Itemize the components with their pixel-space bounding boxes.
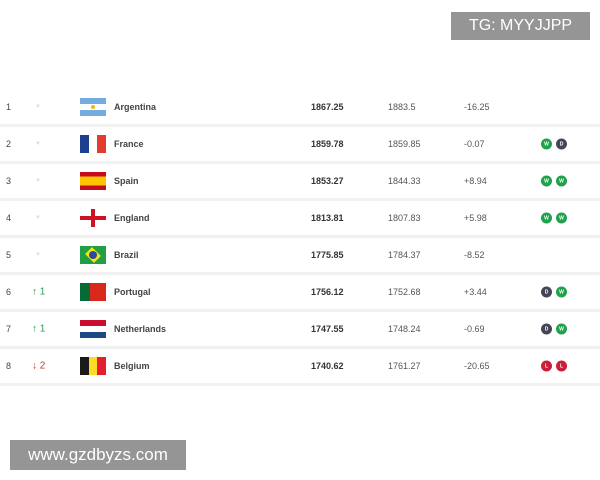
points: 1867.25 — [311, 102, 344, 112]
points-diff: -16.25 — [464, 102, 490, 112]
previous-points: 1859.85 — [388, 139, 421, 149]
team-name[interactable]: Netherlands — [114, 324, 167, 334]
form-badge-W: W — [556, 286, 567, 298]
points: 1740.62 — [311, 361, 344, 371]
rank: 4 — [6, 213, 12, 223]
team-name[interactable]: Brazil — [114, 250, 139, 260]
points: 1813.81 — [311, 213, 344, 223]
form-badge-D: D — [556, 138, 567, 150]
team-name[interactable]: Belgium — [114, 361, 150, 371]
previous-points: 1784.37 — [388, 250, 421, 260]
flag-argentina-icon — [80, 98, 106, 116]
points-diff: -0.07 — [464, 139, 485, 149]
points: 1775.85 — [311, 250, 344, 260]
form-badge-L: L — [556, 360, 567, 372]
points-diff: -0.69 — [464, 324, 485, 334]
points: 1853.27 — [311, 176, 344, 186]
ranking-table: 1 ▼ Argentina 1867.25 1883.5 -16.25 2 ▼ … — [0, 90, 600, 386]
flag-france-icon — [80, 135, 106, 153]
no-change-icon: ▼ — [35, 104, 41, 110]
table-row[interactable]: 7 ↑ 1 Netherlands 1747.55 1748.24 -0.69 … — [0, 312, 600, 349]
previous-points: 1883.5 — [388, 102, 416, 112]
points-diff: -8.52 — [464, 250, 485, 260]
watermark-bottom: www.gzdbyzs.com — [10, 440, 186, 470]
rank: 7 — [6, 324, 12, 334]
points-diff: -20.65 — [464, 361, 490, 371]
form-badge-D: D — [541, 286, 552, 298]
team-name[interactable]: England — [114, 213, 150, 223]
rank-down-indicator: ↓ 2 — [32, 360, 46, 372]
table-row[interactable]: 1 ▼ Argentina 1867.25 1883.5 -16.25 — [0, 90, 600, 127]
form-badge-W: W — [541, 212, 552, 224]
points-diff: +5.98 — [464, 213, 487, 223]
rank-up-indicator: ↑ 1 — [32, 323, 46, 335]
form-badge-L: L — [541, 360, 552, 372]
form-badge-D: D — [541, 323, 552, 335]
watermark-top: TG: MYYJJPP — [451, 12, 590, 40]
team-name[interactable]: Portugal — [114, 287, 151, 297]
points-diff: +3.44 — [464, 287, 487, 297]
table-row[interactable]: 5 ▼ Brazil 1775.85 1784.37 -8.52 — [0, 238, 600, 275]
previous-points: 1748.24 — [388, 324, 421, 334]
previous-points: 1752.68 — [388, 287, 421, 297]
team-name[interactable]: Spain — [114, 176, 139, 186]
rank: 1 — [6, 102, 12, 112]
form-badge-W: W — [556, 175, 567, 187]
no-change-icon: ▼ — [35, 252, 41, 258]
form-badge-W: W — [556, 212, 567, 224]
form-badge-W: W — [541, 175, 552, 187]
no-change-icon: ▼ — [35, 178, 41, 184]
previous-points: 1761.27 — [388, 361, 421, 371]
rank: 6 — [6, 287, 12, 297]
rank-up-indicator: ↑ 1 — [32, 286, 46, 298]
points-diff: +8.94 — [464, 176, 487, 186]
previous-points: 1807.83 — [388, 213, 421, 223]
previous-points: 1844.33 — [388, 176, 421, 186]
points: 1756.12 — [311, 287, 344, 297]
no-change-icon: ▼ — [35, 141, 41, 147]
team-name[interactable]: Argentina — [114, 102, 157, 112]
flag-england-icon — [80, 209, 106, 227]
form-badge-W: W — [541, 138, 552, 150]
points: 1859.78 — [311, 139, 344, 149]
flag-netherlands-icon — [80, 320, 106, 338]
no-change-icon: ▼ — [35, 215, 41, 221]
rank: 5 — [6, 250, 12, 260]
flag-spain-icon — [80, 172, 106, 190]
flag-brazil-icon — [80, 246, 106, 264]
form-badge-W: W — [556, 323, 567, 335]
points: 1747.55 — [311, 324, 344, 334]
team-name[interactable]: France — [114, 139, 144, 149]
rank: 2 — [6, 139, 12, 149]
flag-belgium-icon — [80, 357, 106, 375]
flag-portugal-icon — [80, 283, 106, 301]
rank: 8 — [6, 361, 12, 371]
rank: 3 — [6, 176, 12, 186]
